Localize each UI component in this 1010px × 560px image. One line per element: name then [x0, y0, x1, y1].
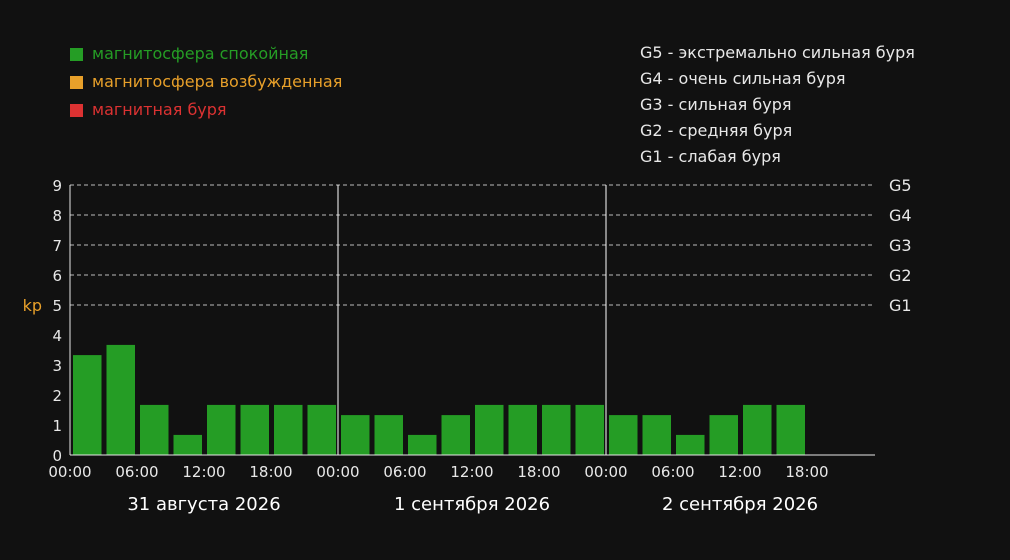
kp-bar — [743, 404, 772, 455]
storm-scale-item: G2 - средняя буря — [640, 121, 792, 140]
x-tick-label: 00:00 — [48, 463, 91, 481]
bars — [73, 344, 805, 455]
g-level-label: G5 — [889, 176, 912, 195]
kp-bar — [173, 434, 202, 455]
kp-bar — [676, 434, 705, 455]
kp-bar — [508, 404, 537, 455]
kp-bar — [274, 404, 303, 455]
legend-label: магнитосфера спокойная — [92, 44, 308, 63]
legend: магнитосфера спокойная магнитосфера возбу… — [70, 44, 342, 119]
kp-bar — [341, 415, 370, 455]
x-tick-label: 06:00 — [383, 463, 426, 481]
y-tick-label: 2 — [52, 387, 62, 405]
y-tick-label: 6 — [52, 267, 62, 285]
x-tick-label: 12:00 — [718, 463, 761, 481]
storm-scale-item: G3 - сильная буря — [640, 95, 791, 114]
kp-bar — [542, 404, 571, 455]
y-tick-label: 5 — [52, 297, 62, 315]
x-tick-label: 12:00 — [182, 463, 225, 481]
kp-bar — [207, 404, 236, 455]
storm-scale-item: G1 - слабая буря — [640, 147, 781, 166]
kp-bar — [307, 404, 336, 455]
storm-scale-item: G4 - очень сильная буря — [640, 69, 846, 88]
legend-swatch — [70, 48, 83, 61]
legend-label: магнитная буря — [92, 100, 227, 119]
y-tick-label: 8 — [52, 207, 62, 225]
g-level-label: G2 — [889, 266, 912, 285]
storm-scale-legend: G5 - экстремально сильная буря G4 - очень… — [640, 43, 915, 166]
legend-label: магнитосфера возбужденная — [92, 72, 342, 91]
kp-bar — [609, 415, 638, 455]
storm-scale-item: G5 - экстремально сильная буря — [640, 43, 915, 62]
y-tick-label: 9 — [52, 177, 62, 195]
kp-bar — [106, 344, 135, 455]
y-tick-label: 4 — [52, 327, 62, 345]
kp-bar — [73, 355, 102, 455]
day-label: 1 сентября 2026 — [394, 494, 550, 515]
kp-bar — [642, 415, 671, 455]
legend-swatch — [70, 104, 83, 117]
y-tick-label: 1 — [52, 417, 62, 435]
g-level-label: G4 — [889, 206, 912, 225]
day-label: 31 августа 2026 — [127, 494, 280, 515]
x-tick-label: 18:00 — [517, 463, 560, 481]
y-tick-label: 3 — [52, 357, 62, 375]
kp-bar — [475, 404, 504, 455]
g-level-label: G1 — [889, 296, 912, 315]
kp-bar — [240, 404, 269, 455]
kp-bar — [776, 404, 805, 455]
g-level-label: G3 — [889, 236, 912, 255]
legend-swatch — [70, 76, 83, 89]
x-tick-label: 18:00 — [249, 463, 292, 481]
day-label: 2 сентября 2026 — [662, 494, 818, 515]
x-tick-label: 12:00 — [450, 463, 493, 481]
x-tick-label: 00:00 — [584, 463, 627, 481]
kp-bar — [441, 415, 470, 455]
x-tick-label: 18:00 — [785, 463, 828, 481]
kp-bar — [408, 434, 437, 455]
g-level-grid: G1 G2 G3 G4 G5 — [70, 176, 912, 455]
y-tick-label: 0 — [52, 447, 62, 465]
x-tick-label: 00:00 — [316, 463, 359, 481]
axes: 0 1 2 3 4 5 6 7 8 9 kp 00:00 06:00 12:00 18:00 00:00 06:… — [23, 177, 875, 515]
y-tick-label: 7 — [52, 237, 62, 255]
kp-bar — [140, 404, 169, 455]
y-axis-label: kp — [23, 296, 42, 315]
kp-bar — [374, 415, 403, 455]
kp-bar — [709, 415, 738, 455]
x-tick-label: 06:00 — [115, 463, 158, 481]
kp-bar — [575, 404, 604, 455]
x-tick-label: 06:00 — [651, 463, 694, 481]
